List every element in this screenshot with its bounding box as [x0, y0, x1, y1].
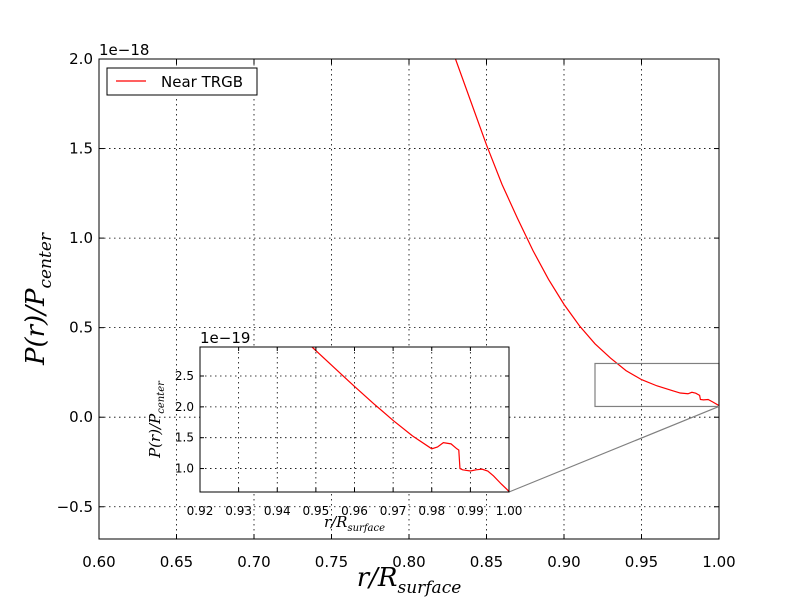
main-y-axis-label-subscript: center [36, 232, 56, 288]
main-y-tick-label: 1.5 [69, 140, 93, 158]
legend-label-near-trgb: Near TRGB [161, 73, 243, 91]
main-x-tick-label: 0.75 [315, 553, 348, 571]
main-y-tick-label: −0.5 [57, 498, 93, 516]
inset-x-tick-label: 0.95 [303, 504, 330, 518]
inset-x-tick-label: 0.96 [341, 504, 368, 518]
main-x-tick-label: 0.65 [160, 553, 193, 571]
main-x-tick-label: 1.00 [702, 553, 735, 571]
main-y-axis-label-text: P(r)/P [21, 288, 51, 366]
inset-y-axis-label: P(r)/Pcenter [146, 380, 167, 459]
main-x-tick-label: 0.85 [470, 553, 503, 571]
inset-y-axis-label-text: P(r)/P [146, 413, 164, 459]
inset-ticks: 0.92 0.93 0.94 0.95 0.96 0.97 0.98 0.99 1.00 1.0 1… [175, 347, 522, 518]
main-x-tick-label: 0.95 [625, 553, 658, 571]
inset-x-axis-label: r/Rsurface [324, 513, 385, 534]
inset-plot: 0.92 0.93 0.94 0.95 0.96 0.97 0.98 0.99 1.00 1.0 1… [175, 329, 522, 518]
inset-y-tick-label: 2.5 [175, 369, 194, 383]
inset-y-tick-label: 1.5 [175, 431, 194, 445]
zoom-connectors [508, 405, 720, 493]
main-x-tick-label: 0.90 [547, 553, 580, 571]
inset-y-multiplier: 1e−19 [200, 329, 250, 347]
inset-x-tick-label: 1.00 [496, 504, 523, 518]
main-y-multiplier: 1e−18 [99, 41, 149, 59]
main-x-axis-label-subscript: surface [397, 578, 461, 598]
main-y-tick-label: 0.5 [69, 319, 93, 337]
main-x-axis-label-text: r/R [357, 563, 398, 593]
inset-x-tick-label: 0.93 [225, 504, 252, 518]
main-series-line-0 [454, 59, 719, 407]
main-x-tick-label: 0.60 [82, 553, 115, 571]
legend: Near TRGB [106, 67, 258, 96]
main-y-tick-label: 1.0 [69, 229, 93, 247]
main-y-tick-label: 2.0 [69, 50, 93, 68]
inset-x-tick-label: 0.98 [418, 504, 445, 518]
inset-marks [311, 347, 509, 492]
inset-x-tick-label: 0.99 [457, 504, 484, 518]
inset-x-tick-label: 0.92 [187, 504, 214, 518]
main-x-tick-label: 0.70 [237, 553, 270, 571]
inset-x-axis-label-text: r/R [324, 513, 348, 531]
inset-y-tick-label: 2.0 [175, 400, 194, 414]
inset-x-tick-label: 0.97 [380, 504, 407, 518]
main-y-axis-label: P(r)/Pcenter [21, 232, 56, 366]
inset-series-line-0 [311, 347, 509, 492]
main-ticks: 0.60 0.65 0.70 0.75 0.80 0.85 0.90 0.95 1.00 −0.5… [57, 50, 736, 571]
inset-y-axis-label-subscript: center [156, 380, 167, 414]
inset-y-tick-label: 1.0 [175, 462, 194, 476]
inset-x-axis-label-subscript: surface [347, 523, 385, 534]
inset-x-tick-label: 0.94 [264, 504, 291, 518]
zoom-connector-line [508, 405, 720, 493]
main-x-tick-label: 0.80 [392, 553, 425, 571]
main-y-tick-label: 0.0 [69, 408, 93, 426]
main-x-axis-label: r/Rsurface [357, 563, 462, 598]
